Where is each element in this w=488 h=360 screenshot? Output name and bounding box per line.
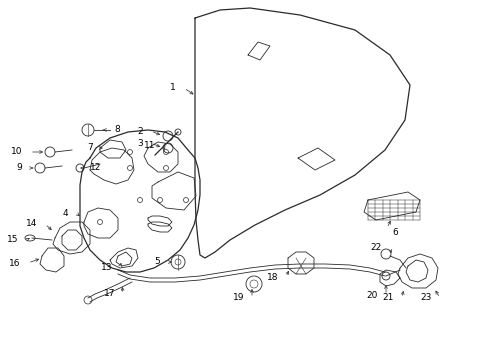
Text: 14: 14	[25, 220, 37, 229]
Text: 8: 8	[114, 126, 120, 135]
Text: 9: 9	[16, 163, 22, 172]
Text: 15: 15	[6, 235, 18, 244]
Text: 12: 12	[90, 163, 101, 172]
Text: 1: 1	[170, 84, 176, 93]
Text: 18: 18	[266, 273, 278, 282]
Text: 20: 20	[366, 291, 377, 300]
Text: 11: 11	[143, 140, 155, 149]
Text: 3: 3	[137, 139, 142, 148]
Text: 22: 22	[370, 243, 381, 252]
Text: 7: 7	[87, 144, 93, 153]
Text: 17: 17	[103, 289, 115, 298]
Text: 6: 6	[391, 228, 397, 237]
Text: 21: 21	[382, 293, 393, 302]
Text: 16: 16	[8, 258, 20, 267]
Text: 13: 13	[101, 262, 112, 271]
Text: 2: 2	[137, 126, 142, 135]
Text: 19: 19	[232, 293, 244, 302]
Text: 4: 4	[62, 208, 68, 217]
Text: 5: 5	[154, 257, 160, 266]
Text: 10: 10	[10, 148, 22, 157]
Text: 23: 23	[420, 293, 431, 302]
